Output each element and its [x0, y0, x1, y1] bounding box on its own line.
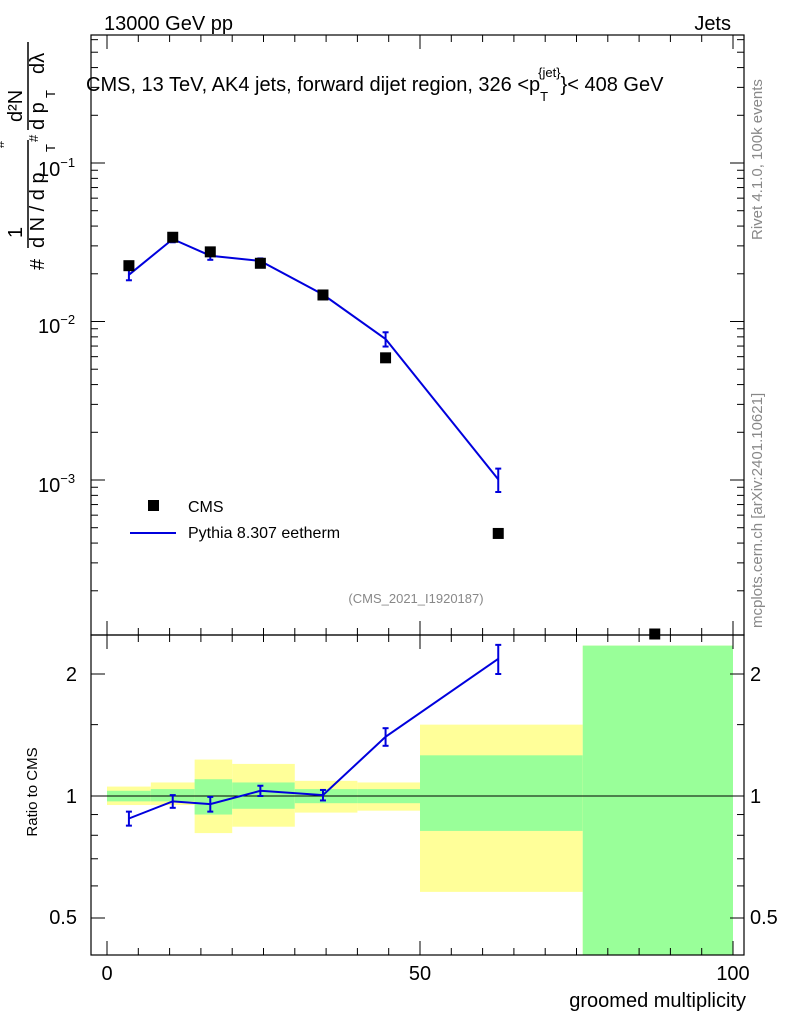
- ylabel-hash-a: #: [27, 258, 49, 270]
- cms-marker: [317, 289, 329, 301]
- ratio-frame: [90, 634, 745, 956]
- legend-cms-marker: [148, 500, 159, 511]
- band-green: [420, 755, 583, 831]
- pythia-line: [128, 237, 500, 480]
- cms-marker: [649, 628, 661, 640]
- ylabel-one: 1: [5, 227, 27, 238]
- legend-cms-label: CMS: [188, 499, 224, 516]
- cms-marker: [254, 257, 266, 269]
- cms-marker: [123, 260, 135, 272]
- x-tick-label: 100: [716, 963, 749, 985]
- x-tick-label: 0: [101, 963, 112, 985]
- y-tick-label: 10−2: [38, 312, 75, 338]
- x-axis-label: groomed multiplicity: [569, 990, 746, 1012]
- band-green: [194, 779, 233, 815]
- mcplots-label: mcplots.cern.ch [arXiv:2401.10621]: [749, 393, 766, 628]
- plot-title: CMS, 13 TeV, AK4 jets, forward dijet reg…: [86, 65, 664, 104]
- y-axis-label-ratio: Ratio to CMS: [24, 747, 41, 836]
- rivet-label: Rivet 4.1.0, 100k events: [749, 79, 766, 240]
- energy-label: 13000 GeV pp: [104, 13, 233, 35]
- ylabel-dn-dpt: d N / d p: [27, 172, 49, 248]
- top-frame: [90, 34, 745, 636]
- analysis-id: (CMS_2021_I1920187): [348, 591, 483, 606]
- ylabel-hash-c: #: [0, 140, 7, 148]
- cms-marker: [380, 352, 392, 364]
- y-axis-label-top: # 1 d N / d p T # d²N d p T dλ #: [0, 42, 58, 270]
- cms-marker: [492, 527, 504, 539]
- ylabel-d2n: d²N: [5, 90, 27, 122]
- ratio-tick-label-right: 1: [750, 786, 761, 808]
- x-tick-label: 50: [409, 963, 431, 985]
- band-green: [582, 645, 733, 955]
- ylabel-hash-b: #: [26, 134, 41, 142]
- data-series: [123, 231, 661, 827]
- jets-label: Jets: [694, 13, 731, 35]
- cms-marker: [204, 246, 216, 258]
- ratio-tick-label: 0.5: [49, 907, 77, 929]
- ylabel-dlambda: dλ: [27, 53, 49, 74]
- axis-ticks: [91, 35, 744, 955]
- ratio-tick-label-right: 0.5: [750, 907, 778, 929]
- y-tick-label: 10−3: [38, 471, 75, 497]
- ylabel-dpt: d p: [27, 102, 49, 130]
- ratio-tick-label-right: 2: [750, 664, 761, 686]
- ratio-tick-label: 1: [66, 786, 77, 808]
- ratio-tick-label: 2: [66, 664, 77, 686]
- legend-pythia-label: Pythia 8.307 eetherm: [188, 525, 340, 542]
- uncertainty-bands: [107, 645, 733, 955]
- cms-marker: [167, 231, 179, 243]
- y-tick-label: 10−1: [38, 155, 75, 181]
- ylabel-t-b: T: [43, 90, 58, 98]
- ylabel-t-a: T: [43, 144, 58, 152]
